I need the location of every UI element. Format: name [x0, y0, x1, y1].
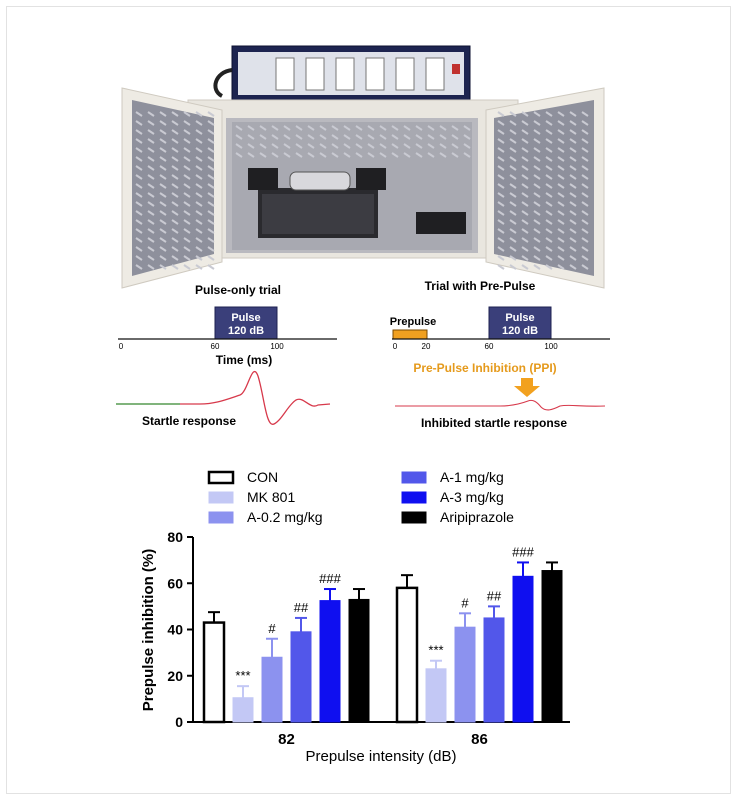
significance-86-4: ### — [512, 544, 534, 559]
chart-legend: CON MK 801 A-0.2 mg/kg A-1 mg/kg A-3 mg/kg Ar… — [207, 469, 514, 525]
significance-86-1: *** — [428, 643, 443, 658]
significance-82-2: # — [268, 621, 276, 636]
inhibited-label: Inhibited startle response — [421, 416, 567, 430]
figure-frame — [6, 6, 731, 794]
legend-swatch-5 — [401, 511, 427, 524]
legend-swatch-1 — [208, 491, 234, 504]
left-tick-60: 60 — [211, 342, 220, 351]
legend-swatch-3 — [401, 471, 427, 484]
bar-82-3 — [290, 631, 312, 723]
significance-82-4: ### — [319, 571, 341, 586]
right-tick-60: 60 — [485, 342, 494, 351]
bar-86-0 — [395, 586, 419, 724]
pulse-only-schematic: Pulse-only trial Pulse 120 dB 0 60 100 T… — [116, 283, 337, 428]
prepulse-box — [392, 329, 428, 340]
pulse-label-left: Pulse — [231, 312, 260, 324]
pulse-box-right — [488, 306, 552, 340]
significance-86-3: ## — [487, 588, 502, 603]
legend-swatch-4 — [401, 491, 427, 504]
right-tick-20: 20 — [422, 342, 431, 351]
chart-bars: ***######***# ##### — [202, 544, 563, 724]
legend-label-0: CON — [247, 469, 278, 485]
right-tick-100: 100 — [544, 342, 558, 351]
bar-86-3 — [483, 617, 505, 723]
pulse-label-right: Pulse — [505, 312, 534, 324]
bar-82-0 — [202, 621, 226, 724]
significance-82-1: *** — [235, 668, 250, 683]
bar-86-5 — [541, 570, 563, 723]
y-axis-label: Prepulse inhibition (%) — [140, 549, 157, 712]
legend-label-2: A-0.2 mg/kg — [247, 509, 322, 525]
right-tick-0: 0 — [393, 342, 398, 351]
pulse-db-right: 120 dB — [502, 325, 538, 337]
y-tick-label-80: 80 — [167, 529, 183, 545]
x-tick-label-86: 86 — [471, 731, 488, 748]
time-axis-label: Time (ms) — [216, 353, 272, 367]
bar-86-1 — [425, 668, 447, 723]
prepulse-trial-title: Trial with Pre-Pulse — [425, 279, 536, 293]
legend-label-4: A-3 mg/kg — [440, 489, 504, 505]
startle-label: Startle response — [142, 414, 236, 428]
legend-swatch-0 — [207, 470, 235, 485]
startle-trace — [116, 371, 331, 425]
bar-82-5 — [348, 598, 370, 723]
bar-82-2 — [261, 656, 283, 723]
chart-axes: 0 20 40 60 80 82 86 — [167, 529, 570, 748]
significance-82-3: ## — [294, 600, 309, 615]
ppi-label: Pre-Pulse Inhibition (PPI) — [413, 361, 556, 375]
apparatus-photo — [121, 45, 605, 289]
left-tick-100: 100 — [270, 342, 284, 351]
bar-82-1 — [232, 697, 254, 723]
legend-label-5: Aripiprazole — [440, 509, 514, 525]
y-tick-label-0: 0 — [175, 714, 183, 730]
y-tick-label-40: 40 — [167, 622, 183, 638]
pulse-only-title: Pulse-only trial — [195, 283, 281, 297]
ppi-arrow — [514, 378, 540, 397]
legend-label-1: MK 801 — [247, 489, 295, 505]
left-tick-0: 0 — [119, 342, 124, 351]
legend-swatch-2 — [208, 511, 234, 524]
prepulse-label: Prepulse — [390, 316, 436, 328]
y-tick-label-20: 20 — [167, 668, 183, 684]
x-tick-label-82: 82 — [278, 731, 295, 748]
bar-82-4 — [319, 600, 341, 723]
bar-86-2 — [454, 626, 476, 723]
prepulse-schematic: Trial with Pre-Pulse Prepulse Pulse 120 … — [390, 279, 610, 430]
y-tick-label-60: 60 — [167, 575, 183, 591]
bar-86-4 — [512, 575, 534, 723]
legend-label-3: A-1 mg/kg — [440, 469, 504, 485]
significance-86-2: # — [461, 595, 469, 610]
ppi-bar-chart: CON MK 801 A-0.2 mg/kg A-1 mg/kg A-3 mg/kg Ar… — [140, 469, 570, 765]
pulse-db-left: 120 dB — [228, 325, 264, 337]
inhibited-trace — [395, 399, 606, 411]
x-axis-label: Prepulse intensity (dB) — [306, 748, 457, 765]
